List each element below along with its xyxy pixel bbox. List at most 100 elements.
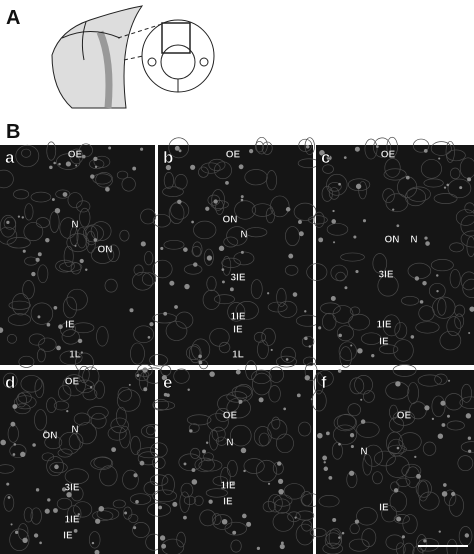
- cell: [324, 532, 342, 549]
- nucleus: [221, 268, 225, 271]
- cell: [295, 523, 315, 546]
- nucleus: [6, 220, 10, 225]
- cell: [224, 521, 247, 536]
- nucleus: [392, 208, 395, 211]
- nucleus: [94, 165, 98, 169]
- nucleus: [414, 455, 417, 458]
- nucleus: [54, 208, 61, 214]
- cell: [6, 334, 17, 344]
- cell: [373, 137, 392, 158]
- nucleus: [12, 453, 16, 456]
- nucleus: [285, 358, 289, 361]
- nucleus: [318, 237, 324, 243]
- nucleus: [325, 431, 330, 436]
- nucleus: [128, 383, 131, 386]
- nucleus: [225, 181, 229, 185]
- structure-label: OE: [381, 150, 396, 161]
- nucleus: [98, 506, 105, 512]
- cell: [460, 215, 474, 237]
- structure-label: 1IE: [220, 481, 235, 492]
- nucleus: [338, 182, 341, 186]
- structure-label: ON: [98, 245, 113, 256]
- nucleus: [467, 177, 472, 182]
- nucleus: [419, 300, 424, 304]
- nucleus: [22, 249, 26, 253]
- nucleus: [431, 417, 435, 420]
- nucleus: [159, 535, 166, 541]
- nucleus: [405, 175, 410, 180]
- nucleus: [396, 224, 400, 228]
- nucleus: [330, 296, 336, 301]
- cell: [122, 506, 133, 520]
- nucleus: [441, 423, 446, 427]
- cell: [313, 372, 324, 395]
- nucleus: [183, 515, 187, 520]
- nucleus: [198, 354, 202, 359]
- cell: [34, 409, 47, 431]
- cell: [212, 476, 228, 486]
- cell: [331, 442, 343, 460]
- cell: [335, 271, 346, 282]
- nucleus: [468, 332, 471, 335]
- cell: [417, 374, 442, 387]
- nucleus: [395, 381, 401, 387]
- cell: [99, 465, 118, 487]
- nucleus: [66, 491, 72, 498]
- cell: [226, 391, 248, 403]
- nucleus: [66, 409, 69, 413]
- cell: [327, 182, 342, 192]
- cell: [18, 355, 35, 368]
- nucleus: [451, 491, 456, 497]
- cell: [227, 302, 246, 322]
- structure-label: N: [360, 447, 367, 458]
- cell: [245, 227, 268, 238]
- cell: [183, 495, 196, 505]
- cell: [142, 272, 157, 286]
- structure-label: N: [226, 438, 233, 449]
- nucleus: [436, 289, 439, 293]
- cell: [16, 392, 27, 408]
- micrograph: d OE ON N 3IE 1IE IE: [0, 363, 165, 554]
- nucleus: [13, 443, 17, 446]
- cell: [30, 191, 52, 203]
- nucleus: [77, 513, 80, 516]
- cell: [434, 373, 448, 385]
- cell: [321, 185, 333, 202]
- cell: [191, 246, 202, 257]
- nucleus: [277, 478, 284, 484]
- cell: [137, 363, 153, 377]
- cell: [94, 380, 105, 399]
- nucleus: [53, 305, 58, 310]
- cell: [356, 421, 380, 438]
- nucleus: [187, 388, 190, 392]
- nucleus: [44, 508, 50, 514]
- cell: [190, 447, 201, 459]
- cell: [389, 404, 399, 420]
- nucleus: [177, 199, 182, 205]
- nucleus: [396, 446, 400, 450]
- cell: [226, 226, 248, 246]
- nucleus: [465, 413, 472, 419]
- nucleus: [140, 147, 144, 151]
- cell: [251, 369, 272, 385]
- panel-letter: a: [5, 148, 15, 167]
- nucleus: [221, 518, 228, 525]
- cell: [417, 480, 429, 502]
- nucleus: [401, 535, 405, 539]
- cell: [276, 287, 287, 307]
- cell: [428, 282, 446, 299]
- nucleus: [93, 156, 98, 161]
- cell: [250, 279, 263, 299]
- cell: [79, 207, 91, 228]
- cell: [448, 494, 464, 517]
- cell: [152, 489, 177, 503]
- nucleus: [298, 231, 304, 237]
- cell: [430, 141, 452, 156]
- nucleus: [90, 174, 95, 179]
- structure-label: 1L: [69, 350, 81, 361]
- nucleus: [393, 488, 399, 493]
- nucleus: [133, 473, 138, 478]
- cell: [402, 542, 415, 554]
- cell: [73, 412, 91, 426]
- cell: [178, 453, 203, 472]
